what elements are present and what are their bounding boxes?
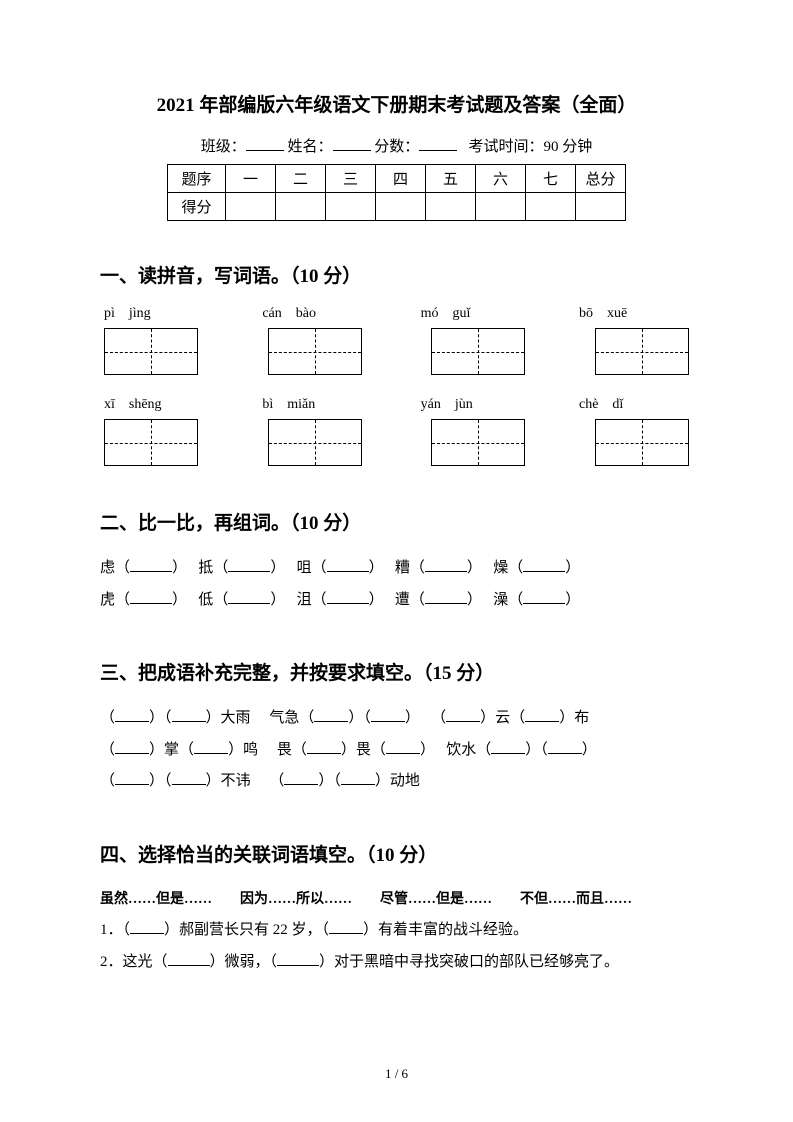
fill-blank[interactable] — [172, 771, 206, 785]
pinyin-item: cánbào — [262, 306, 372, 322]
fill-blank[interactable] — [115, 771, 149, 785]
section-three-line-1: （）（）大雨 气急（）（） （）云（）布 — [100, 703, 693, 735]
pinyin-item: bōxuē — [579, 306, 689, 322]
section-four: 四、选择恰当的关联词语填空。（10 分） 虽然……但是…… 因为……所以…… 尽… — [100, 840, 693, 979]
score-cell[interactable] — [476, 193, 526, 221]
fill-blank[interactable] — [130, 920, 164, 934]
pinyin-row-1: pìjìng cánbào móguǐ bōxuē — [100, 306, 693, 322]
header-cell: 三 — [326, 165, 376, 193]
section-two-line-1: 虑（） 抵（） 咀（） 糟（） 燥（） — [100, 553, 693, 585]
section-four-q1: 1．（）郝副营长只有 22 岁，（）有着丰富的战斗经验。 — [100, 915, 693, 947]
score-cell[interactable] — [326, 193, 376, 221]
score-table-header-row: 题序 一 二 三 四 五 六 七 总分 — [168, 165, 626, 193]
fill-blank[interactable] — [130, 590, 172, 604]
score-cell[interactable] — [526, 193, 576, 221]
pinyin-item: chèdǐ — [579, 397, 689, 413]
page-title: 2021 年部编版六年级语文下册期末考试题及答案（全面） — [100, 90, 693, 117]
score-cell[interactable] — [426, 193, 476, 221]
score-row-label: 得分 — [168, 193, 226, 221]
tianzi-row-2 — [100, 419, 693, 466]
fill-blank[interactable] — [172, 708, 206, 722]
fill-blank[interactable] — [548, 740, 582, 754]
pinyin-item: bìmiǎn — [262, 397, 372, 413]
section-three-line-2: （）掌（）鸣 畏（）畏（） 饮水（）（） — [100, 735, 693, 767]
section-two-line-2: 虎（） 低（） 沮（） 遭（） 澡（） — [100, 585, 693, 617]
pinyin-item: pìjìng — [104, 306, 214, 322]
header-cell: 题序 — [168, 165, 226, 193]
time-label: 考试时间：90 分钟 — [469, 139, 593, 155]
score-cell[interactable] — [576, 193, 626, 221]
section-three-header: 三、把成语补充完整，并按要求填空。（15 分） — [100, 658, 693, 685]
fill-blank[interactable] — [341, 771, 375, 785]
name-blank[interactable] — [333, 135, 371, 151]
fill-blank[interactable] — [115, 708, 149, 722]
header-cell: 四 — [376, 165, 426, 193]
fill-blank[interactable] — [327, 590, 369, 604]
fill-blank[interactable] — [525, 708, 559, 722]
header-cell: 五 — [426, 165, 476, 193]
tianzi-box[interactable] — [595, 419, 689, 466]
tianzi-row-1 — [100, 328, 693, 375]
score-table-score-row: 得分 — [168, 193, 626, 221]
fill-blank[interactable] — [329, 920, 363, 934]
score-cell[interactable] — [226, 193, 276, 221]
tianzi-box[interactable] — [104, 419, 198, 466]
score-blank[interactable] — [419, 135, 457, 151]
header-cell: 六 — [476, 165, 526, 193]
fill-blank[interactable] — [284, 771, 318, 785]
section-two: 二、比一比，再组词。（10 分） 虑（） 抵（） 咀（） 糟（） 燥（） 虎（）… — [100, 508, 693, 616]
fill-blank[interactable] — [371, 708, 405, 722]
header-cell: 七 — [526, 165, 576, 193]
fill-blank[interactable] — [115, 740, 149, 754]
fill-blank[interactable] — [425, 558, 467, 572]
header-cell: 总分 — [576, 165, 626, 193]
fill-blank[interactable] — [168, 952, 210, 966]
class-label: 班级： — [201, 139, 246, 155]
tianzi-box[interactable] — [431, 328, 525, 375]
header-cell: 一 — [226, 165, 276, 193]
tianzi-box[interactable] — [268, 419, 362, 466]
tianzi-box[interactable] — [268, 328, 362, 375]
score-table: 题序 一 二 三 四 五 六 七 总分 得分 — [167, 164, 626, 221]
section-three: 三、把成语补充完整，并按要求填空。（15 分） （）（）大雨 气急（）（） （）… — [100, 658, 693, 798]
fill-blank[interactable] — [491, 740, 525, 754]
section-four-q2: 2．这光（）微弱，（）对于黑暗中寻找突破口的部队已经够亮了。 — [100, 947, 693, 979]
score-cell[interactable] — [276, 193, 326, 221]
fill-blank[interactable] — [194, 740, 228, 754]
fill-blank[interactable] — [130, 558, 172, 572]
pinyin-row-2: xīshēng bìmiǎn yánjùn chèdǐ — [100, 397, 693, 413]
fill-blank[interactable] — [446, 708, 480, 722]
fill-blank[interactable] — [523, 590, 565, 604]
fill-blank[interactable] — [327, 558, 369, 572]
student-info-line: 班级： 姓名： 分数： 考试时间：90 分钟 — [100, 135, 693, 156]
name-label: 姓名： — [287, 139, 332, 155]
fill-blank[interactable] — [307, 740, 341, 754]
fill-blank[interactable] — [228, 558, 270, 572]
fill-blank[interactable] — [228, 590, 270, 604]
fill-blank[interactable] — [523, 558, 565, 572]
header-cell: 二 — [276, 165, 326, 193]
fill-blank[interactable] — [314, 708, 348, 722]
section-one-header: 一、读拼音，写词语。（10 分） — [100, 261, 693, 288]
pinyin-item: yánjùn — [421, 397, 531, 413]
conjunction-options: 虽然……但是…… 因为……所以…… 尽管……但是…… 不但……而且…… — [100, 885, 693, 916]
section-three-line-3: （）（）不讳 （）（）动地 — [100, 766, 693, 798]
tianzi-box[interactable] — [104, 328, 198, 375]
pinyin-item: móguǐ — [421, 306, 531, 322]
class-blank[interactable] — [246, 135, 284, 151]
pinyin-item: xīshēng — [104, 397, 214, 413]
tianzi-box[interactable] — [431, 419, 525, 466]
score-label: 分数： — [374, 139, 419, 155]
section-four-header: 四、选择恰当的关联词语填空。（10 分） — [100, 840, 693, 867]
tianzi-box[interactable] — [595, 328, 689, 375]
page-number: 1 / 6 — [0, 1066, 793, 1082]
score-cell[interactable] — [376, 193, 426, 221]
fill-blank[interactable] — [425, 590, 467, 604]
section-two-header: 二、比一比，再组词。（10 分） — [100, 508, 693, 535]
section-one: 一、读拼音，写词语。（10 分） pìjìng cánbào móguǐ bōx… — [100, 261, 693, 466]
fill-blank[interactable] — [277, 952, 319, 966]
fill-blank[interactable] — [386, 740, 420, 754]
